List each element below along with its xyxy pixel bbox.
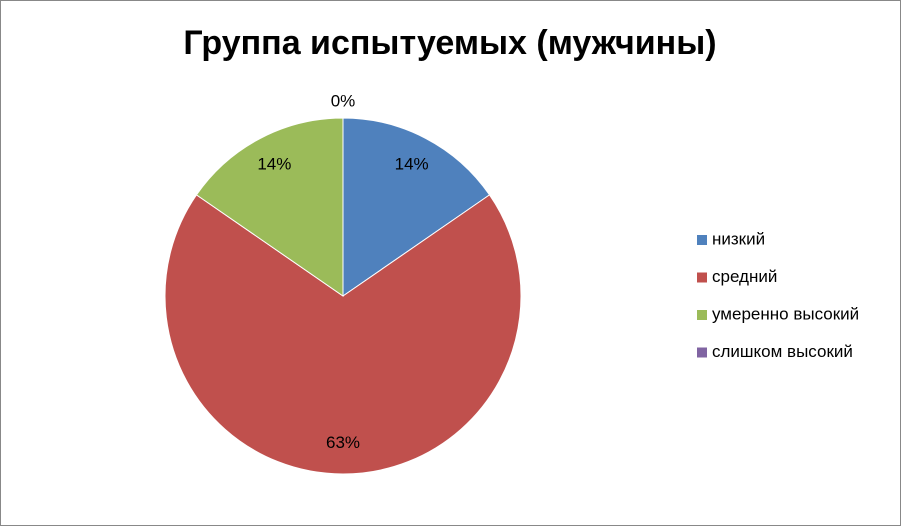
legend-label: средний <box>712 267 777 286</box>
chart-title: Группа испытуемых (мужчины) <box>183 24 716 62</box>
data-label: 14% <box>257 155 291 174</box>
pie-slice <box>195 117 344 297</box>
legend-swatch <box>697 235 707 245</box>
legend-label: слишком высокий <box>712 342 853 361</box>
pie-slice <box>342 117 491 297</box>
data-label: 14% <box>395 155 429 174</box>
legend-label: низкий <box>712 229 765 248</box>
data-label: 63% <box>326 433 360 452</box>
legend-swatch <box>697 347 707 358</box>
legend-label: умеренно высокий <box>712 304 859 323</box>
pie-slice <box>164 194 522 475</box>
legend-swatch <box>697 310 707 320</box>
legend-swatch <box>697 272 707 283</box>
data-label: 0% <box>331 91 356 110</box>
